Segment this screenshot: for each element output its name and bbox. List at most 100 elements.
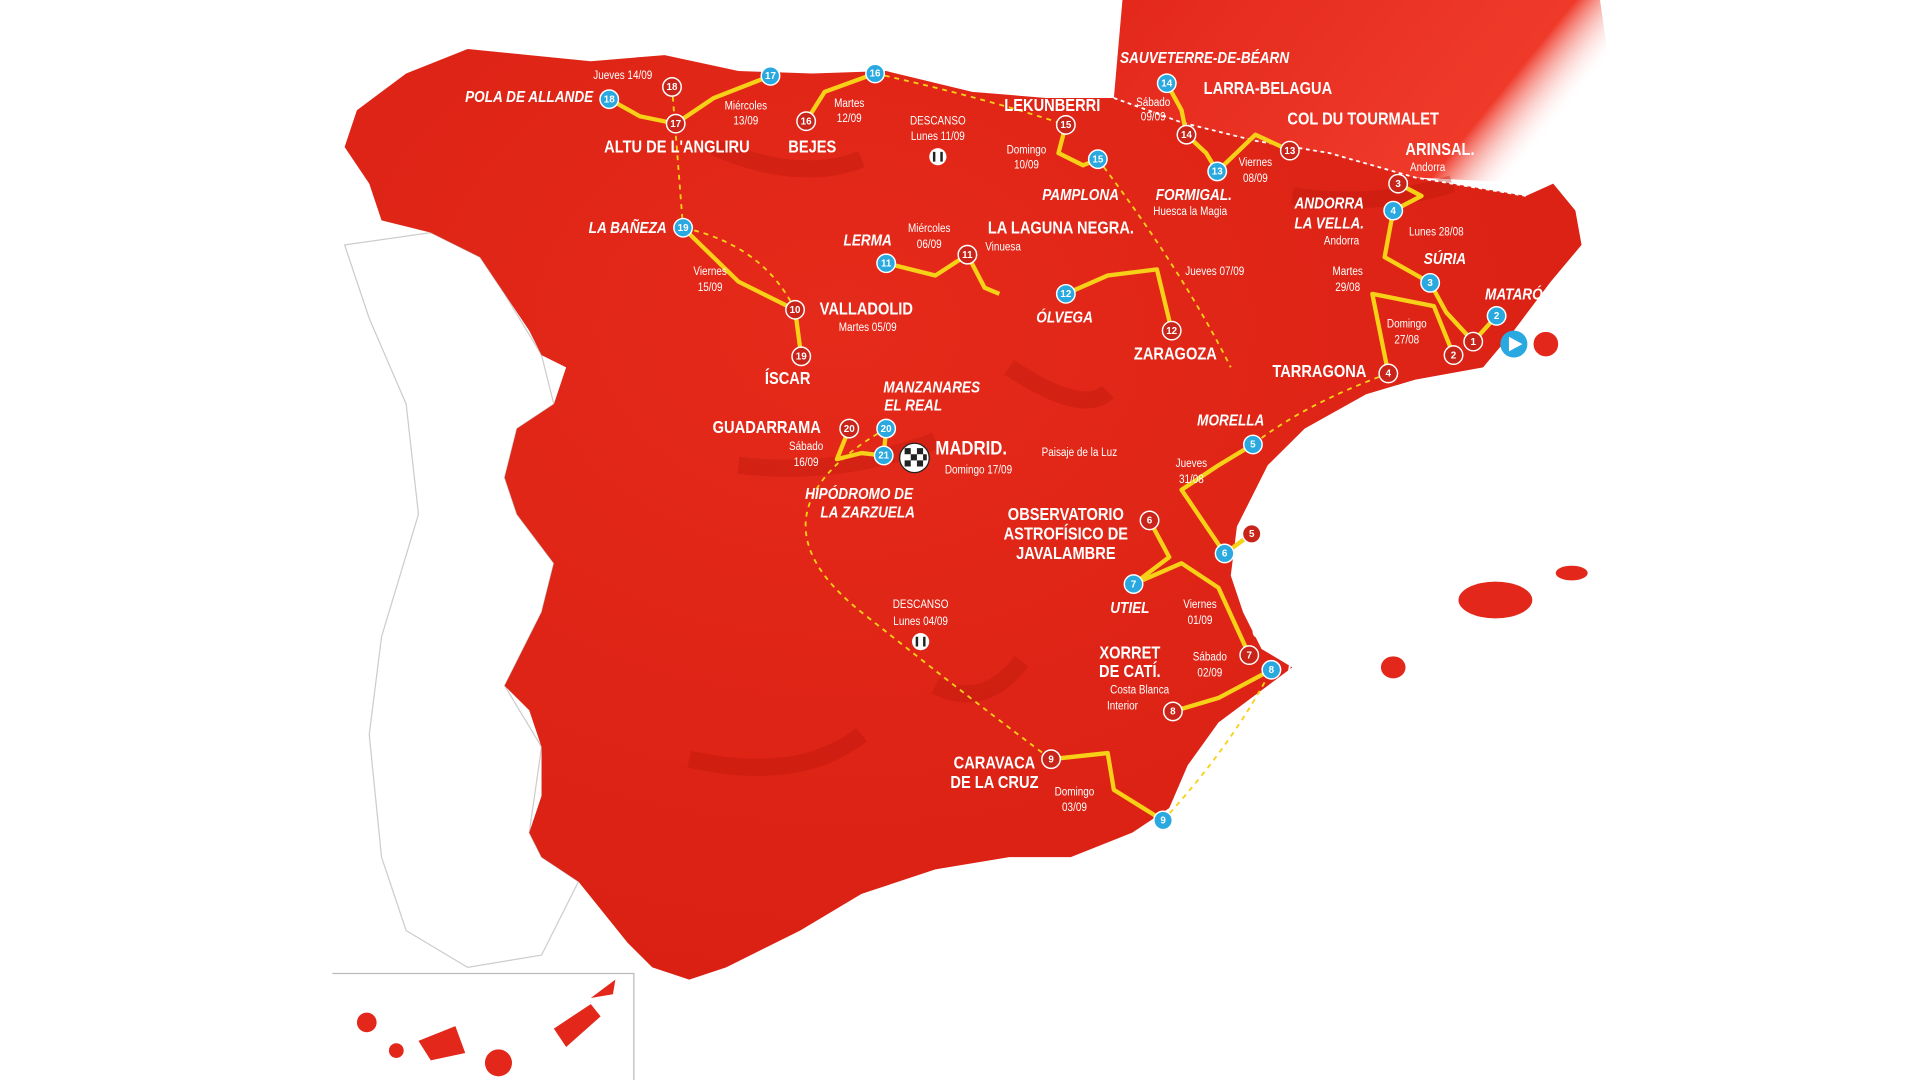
stage-marker [1463, 331, 1484, 352]
stage-marker [1239, 645, 1260, 666]
stage-number: 16 [801, 116, 812, 127]
stage-marker [673, 217, 694, 238]
place-label: RIBADESELLA / [720, 28, 825, 45]
stage-number: 12 [1060, 289, 1071, 300]
place-label: ÓLVEGA [1036, 308, 1093, 327]
stage-number: 11 [962, 250, 973, 261]
place-label: 15/09 [698, 281, 723, 294]
place-label: LA VALL D'UIXÓ [1239, 557, 1345, 576]
stage-number: 12 [1166, 326, 1177, 337]
icons [899, 148, 1561, 651]
place-label: 16/09 [794, 456, 819, 469]
canary-islands [356, 979, 616, 1077]
place-label: SÚRIA [1424, 249, 1466, 268]
place-label: BEJES [788, 139, 836, 157]
place-label: Sábado [1193, 651, 1227, 664]
stage-marker [599, 89, 620, 110]
stage-marker [1443, 345, 1464, 366]
menorca [1555, 565, 1588, 581]
place-label: Andorra [1410, 161, 1445, 174]
stage-number: 8 [1269, 665, 1275, 676]
place-label: ARINSAL. [1405, 141, 1474, 159]
stage-marker [1261, 659, 1282, 680]
stage-markers: 1818171716161515141413133432124191111121… [599, 63, 1507, 831]
stage-marker [1242, 434, 1263, 455]
team-icon [1531, 329, 1561, 359]
stage-marker [665, 113, 686, 134]
stage-number: 7 [1246, 650, 1252, 661]
place-label: Martes 05/09 [839, 322, 897, 335]
stage-number: 16 [870, 69, 881, 80]
stage-marker [1378, 363, 1399, 384]
stage-marker [1041, 749, 1062, 770]
stage-number: 2 [1451, 350, 1457, 361]
transfers [671, 72, 1389, 822]
stage-marker [1139, 510, 1160, 531]
stage-number: 19 [796, 352, 807, 363]
place-label: ÍSCAR [765, 368, 811, 388]
place-label: Interior [1107, 700, 1138, 713]
stage-number: 8 [1170, 707, 1176, 718]
stage-number: 15 [1060, 120, 1071, 131]
stage-number: 17 [670, 119, 681, 130]
stage-number: 13 [1284, 146, 1295, 157]
ibiza [1380, 656, 1406, 679]
place-label: DE LA CRUZ [950, 774, 1038, 792]
place-label: Jueves 14/09 [593, 69, 652, 82]
canary-box [332, 972, 635, 1080]
stage-marker [760, 66, 781, 86]
place-label: 27/08 [1394, 334, 1419, 347]
stage-marker [1153, 810, 1174, 831]
stage-marker [1087, 149, 1108, 170]
place-label: RIBESEYA [737, 46, 805, 63]
stage-number: 10 [790, 305, 801, 316]
stage-marker [1486, 306, 1507, 326]
place-label: ZARAGOZA [1134, 346, 1217, 364]
place-label: LARRA-BELAGUA [1204, 80, 1333, 98]
place-label: 06/09 [917, 238, 942, 251]
stage-number: 11 [881, 258, 892, 269]
place-label: 30/08 [1296, 473, 1321, 486]
stage-marker [1420, 272, 1441, 293]
place-label: MORELLA [1197, 413, 1264, 430]
place-label: LEKUNBERRI [1004, 97, 1100, 115]
stage-number: 1 [1470, 337, 1476, 348]
stage-marker [662, 77, 682, 97]
place-label: 29/08 [1335, 281, 1360, 294]
stage-number: 6 [1222, 549, 1228, 560]
place-label: Domingo [1387, 318, 1427, 331]
stage-number: 2 [1494, 311, 1500, 322]
place-label: 09/09 [1141, 111, 1166, 124]
rest-icon [929, 148, 947, 166]
place-label: Sábado [789, 440, 823, 453]
routes [608, 71, 1499, 823]
place-label: Domingo 17/09 [945, 464, 1012, 477]
place-label: Sábado [1136, 96, 1170, 109]
stage-marker [1156, 73, 1177, 94]
stage-marker [1123, 574, 1144, 594]
stage-number: 3 [1427, 278, 1433, 289]
place-label: 10/09 [1014, 159, 1039, 172]
france [1113, 0, 1613, 184]
place-label: Vinuesa [985, 241, 1021, 254]
place-label: DÉNIA [1287, 661, 1329, 679]
stage-marker [1055, 114, 1076, 135]
place-label: Miércoles [908, 222, 951, 235]
stage-number: 17 [765, 71, 776, 82]
stage-marker [1241, 523, 1262, 544]
place-label: Jueves 07/09 [1185, 265, 1244, 278]
place-label: ASTROFÍSICO DE [1004, 523, 1128, 543]
place-label: 02/09 [1197, 667, 1222, 680]
stage-marker [1161, 320, 1182, 341]
stage-number: 18 [667, 82, 678, 93]
stage-marker [1383, 200, 1404, 221]
place-label: GUADARRAMA [713, 419, 822, 437]
place-label: PAMPLONA [1042, 187, 1119, 204]
stage-marker [1388, 173, 1409, 194]
place-label: DE LINARES [583, 30, 672, 48]
stage-marker [791, 346, 812, 367]
mallorca [1458, 581, 1533, 619]
stage-number: 21 [878, 451, 889, 462]
stage-number: 13 [1212, 167, 1223, 178]
place-label: BURRIANA [1272, 524, 1351, 542]
